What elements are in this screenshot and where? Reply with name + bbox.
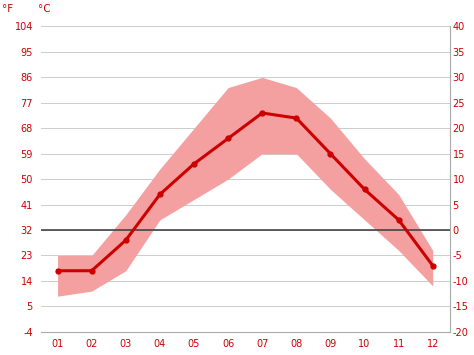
Text: °C: °C <box>38 4 51 14</box>
Text: °F: °F <box>2 4 13 14</box>
